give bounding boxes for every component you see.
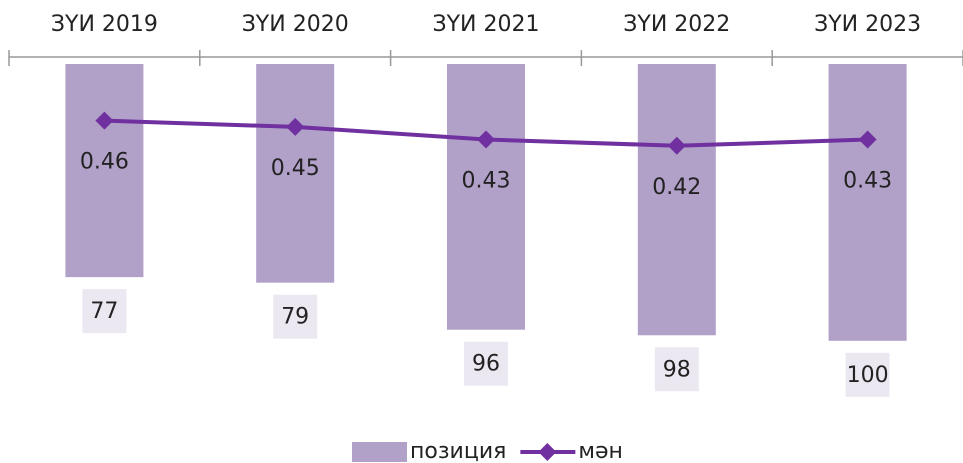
bar (637, 64, 716, 336)
bar-label: 98 (663, 357, 691, 382)
line-label: 0.45 (271, 156, 320, 181)
line-marker (858, 130, 877, 149)
bar-label: 100 (847, 363, 889, 388)
category-label: ЗҮИ 2019 (51, 12, 158, 37)
category-label: ЗҮИ 2021 (433, 12, 540, 37)
line-label: 0.42 (652, 175, 701, 200)
bar-label: 77 (90, 299, 118, 324)
line-marker (286, 117, 305, 136)
line-marker (667, 136, 686, 155)
bar-label: 79 (281, 305, 309, 330)
legend-marker (538, 443, 557, 461)
bar (828, 64, 907, 341)
line-marker (477, 130, 495, 149)
bar-label-box (273, 294, 318, 339)
bar-label-box (845, 352, 890, 397)
line-marker (95, 111, 114, 130)
legend-label: позиция (410, 439, 506, 463)
legend-label: мән (578, 439, 623, 463)
line-label: 0.43 (843, 168, 892, 193)
bar-label-box (654, 347, 699, 392)
bar (256, 64, 335, 283)
line-label: 0.43 (462, 168, 511, 193)
category-label: ЗҮИ 2022 (623, 12, 730, 37)
legend-swatch (352, 442, 407, 462)
bar (447, 64, 525, 330)
line-label: 0.46 (80, 150, 129, 175)
bar-label-box (464, 341, 508, 386)
bar-label: 96 (472, 352, 500, 377)
category-label: ЗҮИ 2020 (242, 12, 349, 37)
bar-label-box (82, 289, 127, 334)
bar (65, 64, 144, 278)
category-label: ЗҮИ 2023 (814, 12, 921, 37)
